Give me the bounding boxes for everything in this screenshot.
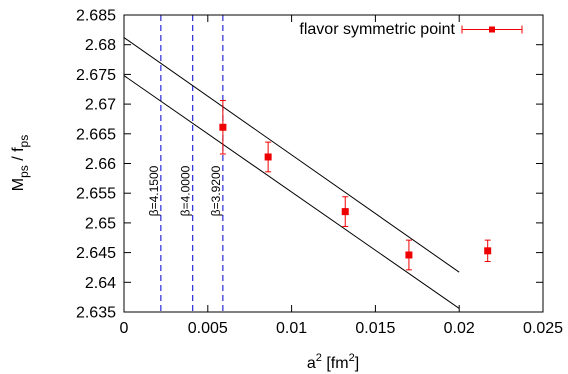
y-tick-label: 2.68 [85, 37, 116, 54]
x-tick-label: 0.025 [523, 320, 563, 337]
beta-label: β=3.9200 [209, 165, 223, 216]
legend-label: flavor symmetric point [299, 21, 455, 38]
y-tick-label: 2.685 [76, 8, 116, 25]
beta-label: β=4.1500 [147, 165, 161, 216]
y-tick-label: 2.655 [76, 186, 116, 203]
plot-frame [123, 14, 544, 313]
fit-lines [123, 37, 460, 309]
fit-line [123, 75, 460, 309]
x-tick-label: 0.02 [444, 320, 475, 337]
data-point [219, 123, 227, 131]
y-axis-title: Mps / fps [10, 135, 31, 191]
vertical-lines: β=4.1500 β=4.0000 β=3.9200 [147, 15, 224, 312]
y-tick-label: 2.65 [85, 215, 116, 232]
legend: flavor symmetric point [299, 21, 523, 38]
y-tick-label: 2.645 [76, 245, 116, 262]
x-tick-label: 0.01 [276, 320, 307, 337]
y-tick-label: 2.67 [85, 97, 116, 114]
data-point [405, 251, 413, 259]
data-point [264, 153, 272, 161]
y-tick-label: 2.665 [76, 126, 116, 143]
legend-marker [489, 26, 495, 33]
plot-area [124, 15, 543, 312]
beta-label: β=4.0000 [179, 165, 193, 216]
x-axis-title: a2 [fm2] [307, 352, 359, 372]
y-tick-label: 2.675 [76, 67, 116, 84]
y-tick-label: 2.66 [85, 156, 116, 173]
y-tick-label: 2.635 [76, 305, 116, 322]
x-tick-label: 0 [120, 320, 129, 337]
data-points [219, 100, 492, 271]
x-tick-label: 0.015 [355, 320, 395, 337]
x-tick-label: 0.005 [188, 320, 228, 337]
axis-ticks: 0 0.005 0.01 0.015 0.02 0.025 2.635 2.64 2.645 2.… [76, 8, 563, 338]
data-point [341, 208, 349, 216]
fit-line [123, 37, 460, 273]
data-point [484, 247, 492, 255]
y-tick-label: 2.64 [85, 275, 116, 292]
